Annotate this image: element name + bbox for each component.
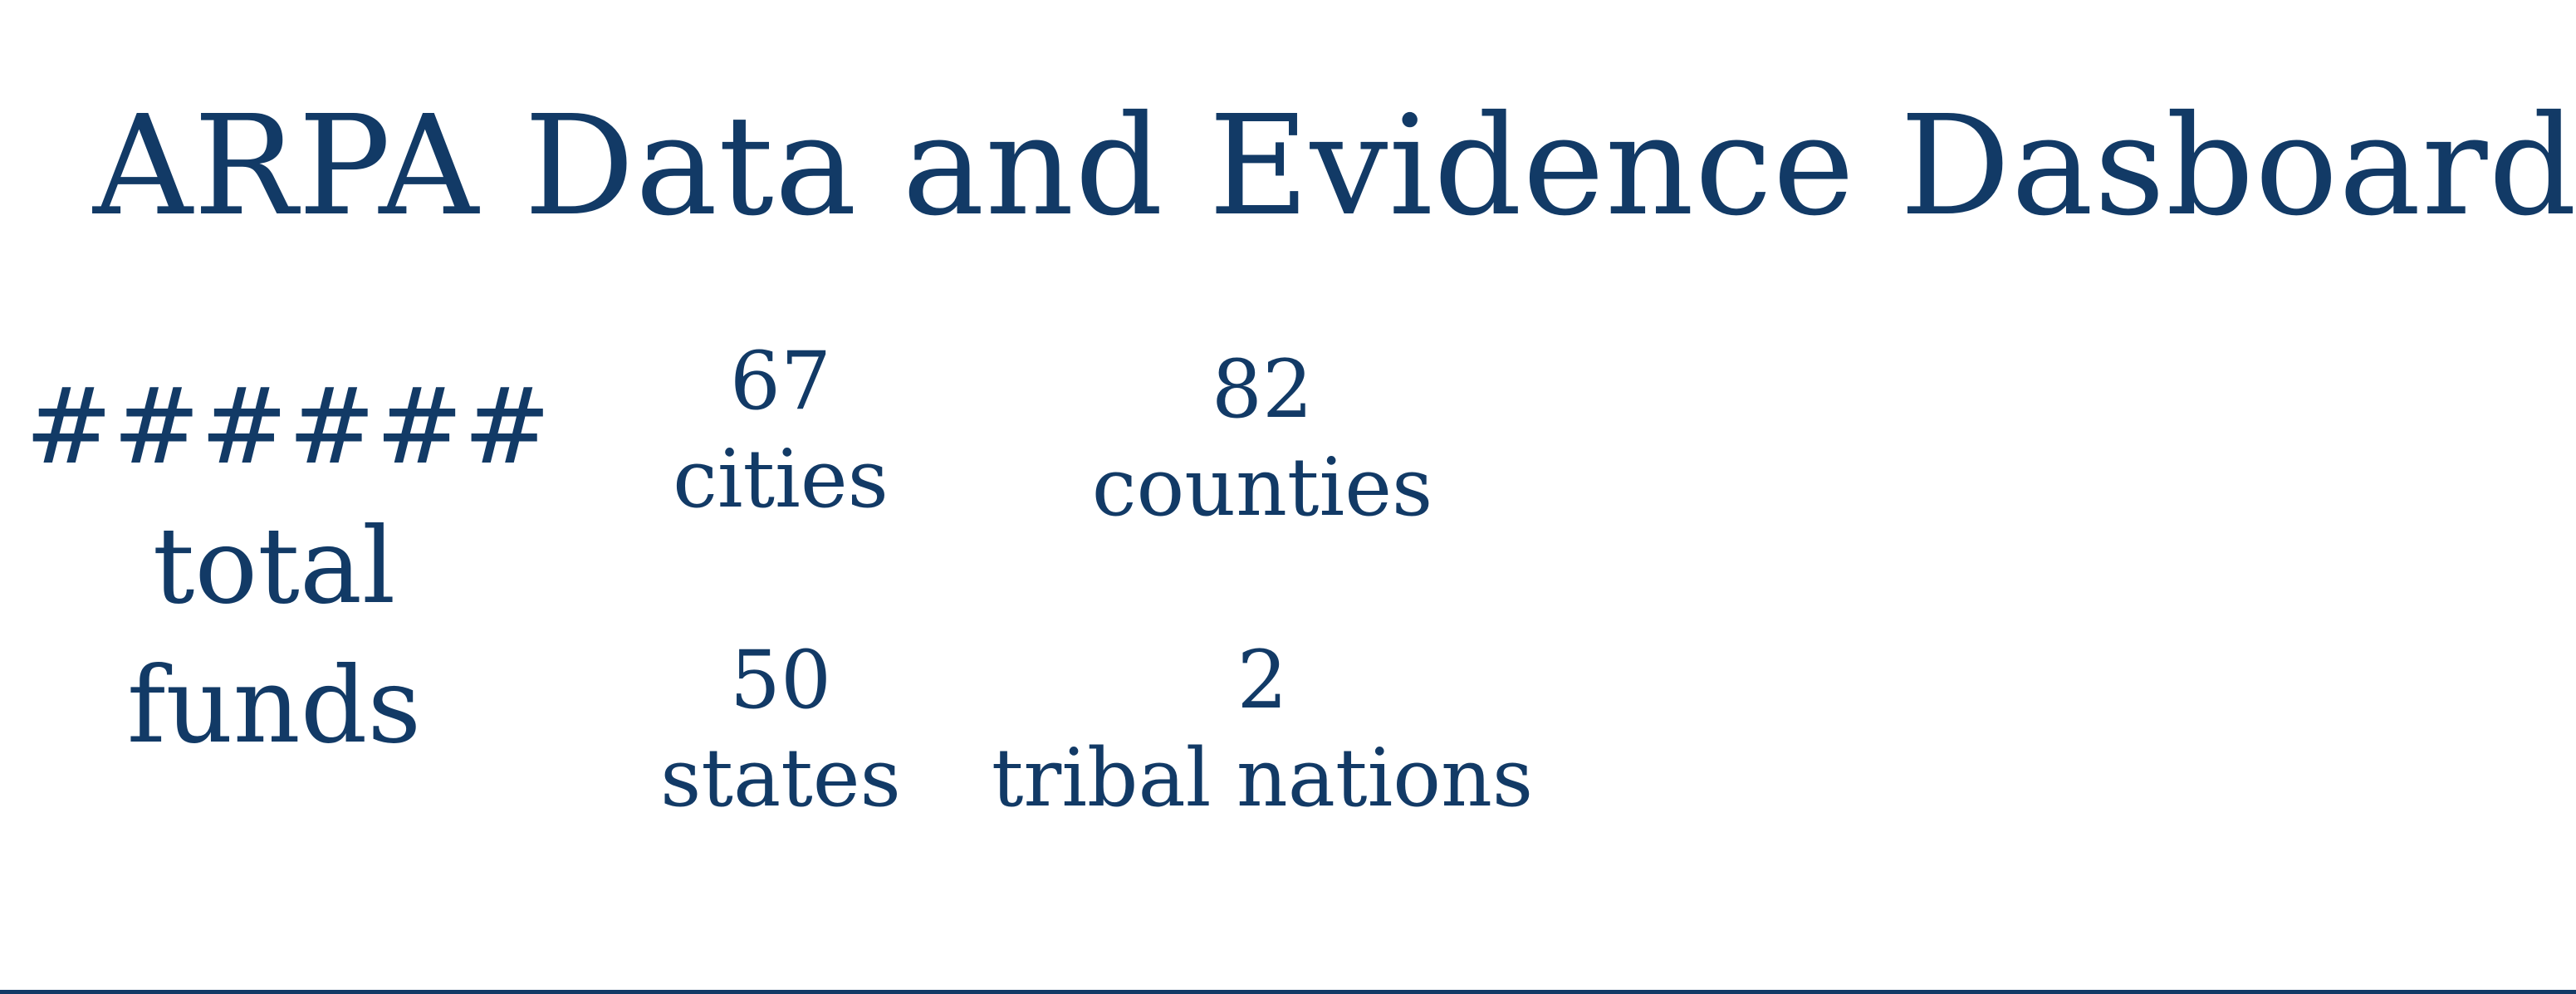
total-funds-block: ###### total funds <box>25 357 551 776</box>
total-funds-label-line1: total <box>152 505 396 627</box>
stat-cities: 67 cities <box>631 332 930 528</box>
bottom-divider <box>0 990 2576 994</box>
stat-tribal-nations-label: tribal nations <box>991 732 1534 825</box>
page-title: ARPA Data and Evidence Dasboard <box>93 86 2576 247</box>
stat-states-label: states <box>660 732 901 825</box>
total-funds-value: ###### <box>25 365 551 487</box>
stat-cities-label: cities <box>673 433 889 526</box>
stat-counties-value: 82 <box>1211 343 1314 436</box>
total-funds-label-line2: funds <box>126 644 422 766</box>
stat-cities-value: 67 <box>729 335 832 428</box>
stat-counties: 82 counties <box>972 340 1553 536</box>
stat-tribal-nations: 2 tribal nations <box>972 631 1553 827</box>
stat-tribal-nations-value: 2 <box>1237 634 1288 727</box>
stat-states: 50 states <box>631 631 930 827</box>
stat-counties-label: counties <box>1091 441 1433 534</box>
stat-states-value: 50 <box>729 634 832 727</box>
